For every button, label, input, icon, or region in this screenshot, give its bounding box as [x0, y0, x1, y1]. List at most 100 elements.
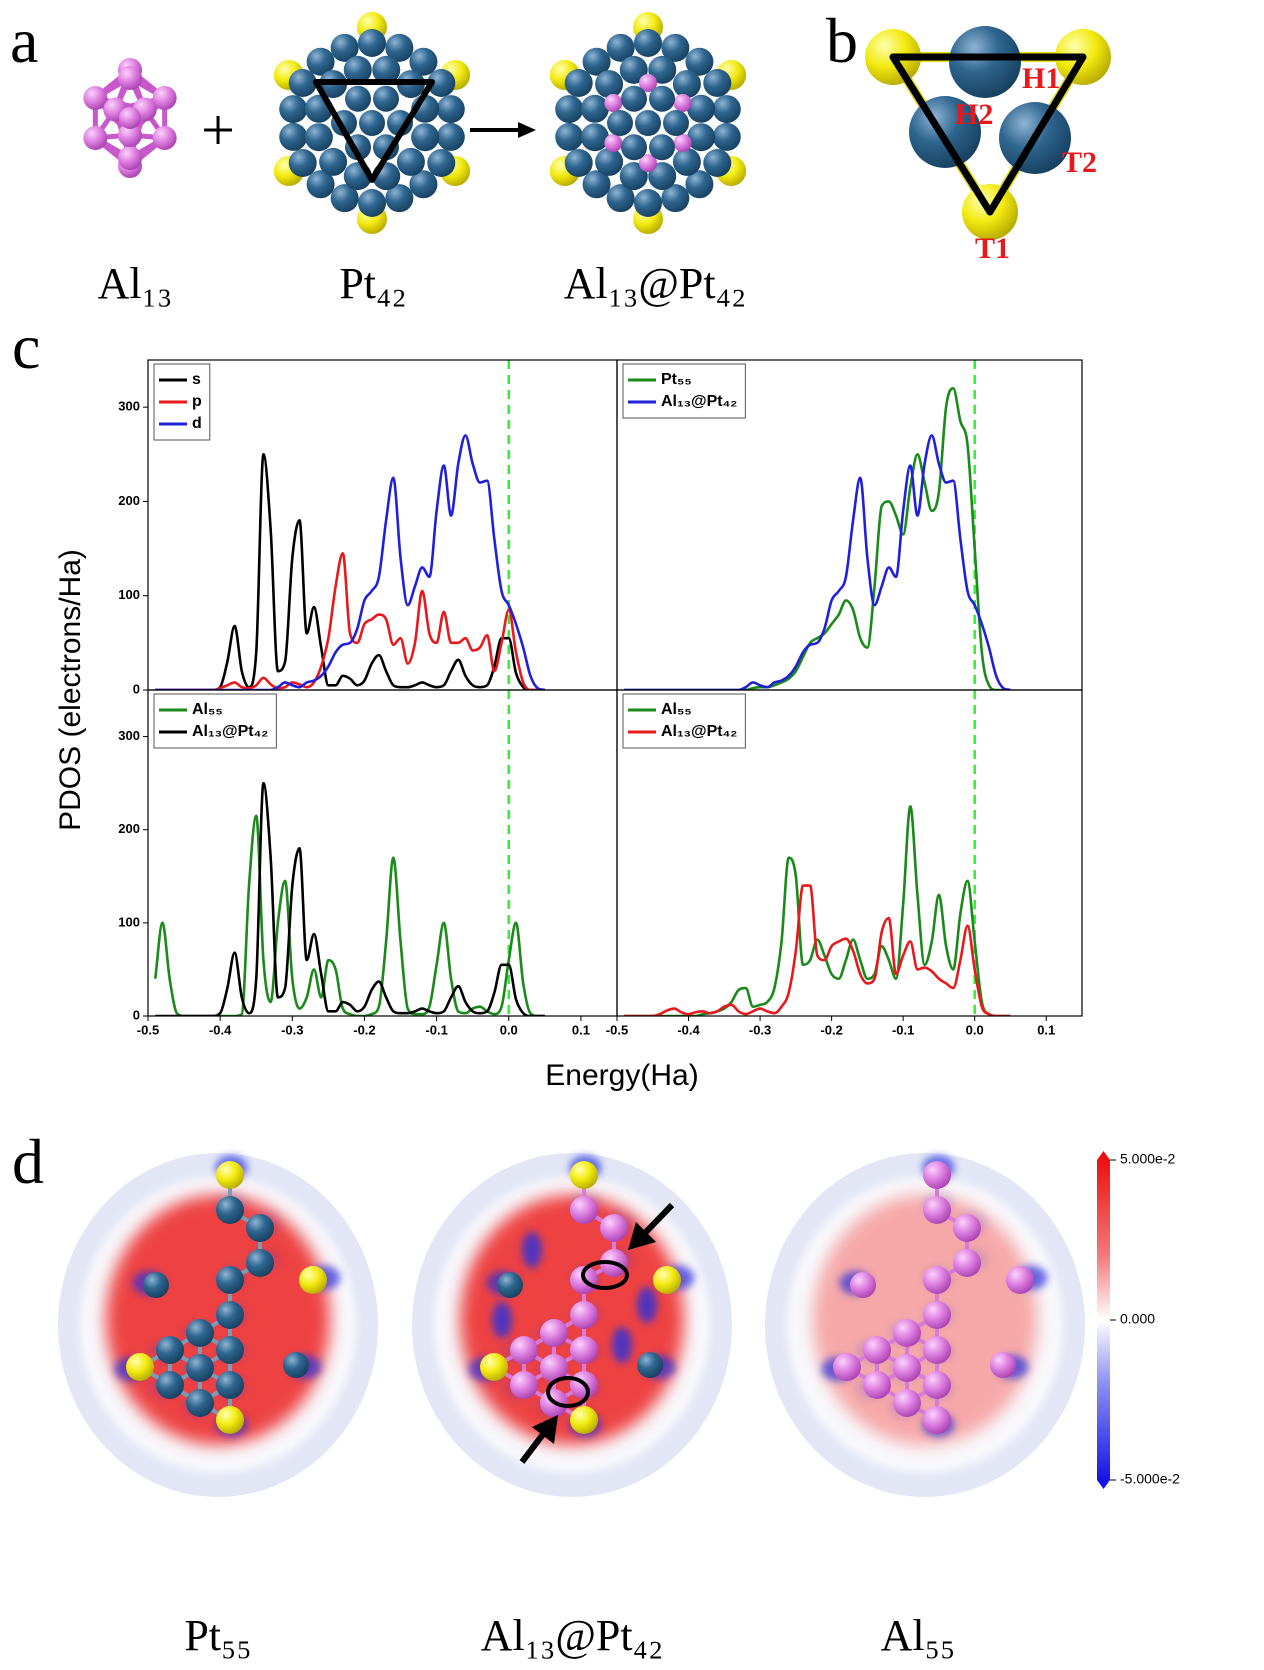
atom [581, 123, 609, 151]
atom [649, 86, 675, 112]
atom [497, 1272, 523, 1298]
x-tick-label: -0.1 [892, 1022, 914, 1037]
y-tick-label: 200 [118, 821, 140, 836]
depletion-spot [612, 1327, 632, 1363]
atom [674, 94, 692, 112]
x-tick-label: 0.0 [500, 1022, 518, 1037]
atom [923, 1336, 951, 1364]
colorbar-label: 0.000 [1120, 1311, 1155, 1327]
atom [863, 1336, 891, 1364]
caption: Al₁₃@Pt₄₂ [564, 259, 747, 308]
x-tick-label: -0.4 [209, 1022, 232, 1037]
atom [427, 149, 455, 177]
atom [570, 1161, 598, 1189]
atom [600, 1214, 628, 1242]
atom [358, 29, 386, 57]
atom [540, 1319, 568, 1347]
atom [216, 1371, 244, 1399]
density-maps [58, 1153, 1085, 1497]
atom [289, 69, 317, 97]
colorbar-label: -5.000e-2 [1120, 1471, 1180, 1487]
atom [663, 110, 689, 136]
plot-frame [148, 360, 617, 690]
atom [850, 1272, 876, 1298]
y-tick-label: 0 [133, 681, 140, 696]
colorbar-label: 5.000e-2 [1120, 1151, 1175, 1167]
atom [990, 1352, 1016, 1378]
atom [893, 1354, 921, 1382]
atom [953, 1214, 981, 1242]
pdos-line [155, 783, 545, 1016]
caption: Al₁₃ [98, 259, 173, 308]
legend: Pt₅₅ Al₁₃@Pt₄₂ [623, 364, 745, 418]
atom [621, 134, 647, 160]
depletion-spot [492, 1302, 512, 1338]
site-label: H1 [1022, 62, 1060, 95]
atom [510, 1336, 538, 1364]
legend-label: Al₁₃@Pt₄₂ [661, 393, 737, 410]
x-tick-label: -0.5 [606, 1022, 628, 1037]
atom [411, 123, 439, 151]
atom [216, 1266, 244, 1294]
atom [126, 1353, 154, 1381]
atom [674, 134, 692, 152]
figure: a b c d + Al₁₃ Pt₄₂ Al₁₃@Pt₄₂ H1 H2 T2 T… [0, 0, 1264, 1670]
atom [570, 1406, 598, 1434]
atom [653, 1266, 681, 1294]
atom [621, 86, 647, 112]
y-tick-label: 200 [118, 493, 140, 508]
plus-sign: + [201, 97, 235, 163]
panel-label: b [826, 5, 858, 76]
atom [510, 1371, 538, 1399]
legend-label: Al₅₅ [661, 701, 692, 718]
atom [923, 1406, 951, 1434]
depletion-spot [522, 1232, 542, 1268]
legend-label: Al₁₃@Pt₄₂ [661, 723, 737, 740]
depletion-spot [637, 1287, 657, 1323]
atom [345, 86, 371, 112]
pdos-line [155, 816, 545, 1016]
atom [283, 1352, 309, 1378]
atom [923, 1371, 951, 1399]
atom [555, 95, 583, 123]
atom [437, 123, 465, 151]
atom [649, 134, 675, 160]
pdos-line [624, 886, 1010, 1016]
legend-label: d [192, 415, 202, 432]
x-tick-label: 0.1 [572, 1022, 590, 1037]
pdos-line [624, 388, 1010, 690]
colorbar-cap [1097, 1151, 1110, 1160]
atom [703, 149, 731, 177]
atom [1006, 1266, 1034, 1294]
atom [634, 29, 662, 57]
atom [186, 1389, 214, 1417]
atom [186, 1319, 214, 1347]
atom [216, 1336, 244, 1364]
x-tick-label: 0.0 [966, 1022, 984, 1037]
atom [604, 94, 622, 112]
x-axis-label: Energy(Ha) [545, 1059, 698, 1092]
atom [687, 123, 715, 151]
pdos-line [624, 435, 1010, 690]
atom [319, 148, 347, 176]
atom [893, 1319, 921, 1347]
atom [279, 95, 307, 123]
atom [673, 148, 701, 176]
colorbar-ticks: 5.000e-2 0.000 -5.000e-2 [1110, 1151, 1180, 1487]
legend-label: Pt₅₅ [661, 371, 692, 388]
atom [358, 189, 386, 217]
atom [595, 148, 623, 176]
atom [359, 110, 385, 136]
caption: Pt₄₂ [339, 259, 406, 308]
atom [246, 1214, 274, 1242]
legend-label: s [192, 371, 201, 388]
atom [289, 149, 317, 177]
atom [305, 123, 333, 151]
pdos-line [155, 553, 545, 690]
atom [216, 1161, 244, 1189]
colorbar-cap [1097, 1480, 1110, 1489]
atom [923, 1301, 951, 1329]
